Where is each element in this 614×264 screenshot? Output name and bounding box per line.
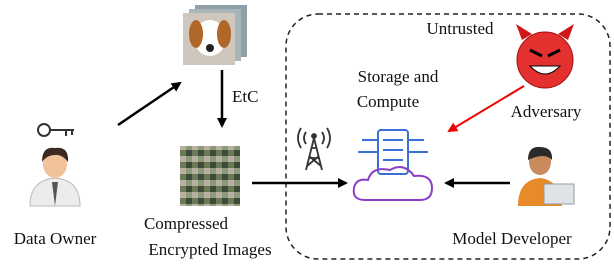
- arrow: [117, 81, 182, 127]
- adversary-icon: [516, 24, 574, 89]
- node-label: Model Developer: [452, 229, 572, 248]
- tower-icon: [297, 127, 331, 171]
- node-label: Compressed: [144, 214, 229, 233]
- plain-image: [183, 5, 247, 65]
- encrypted-image: [180, 146, 240, 206]
- region-label: Untrusted: [426, 19, 494, 38]
- developer-icon: [518, 146, 575, 206]
- key-icon: [37, 123, 74, 137]
- adversary-arrow: [447, 85, 525, 133]
- node-label: Encrypted Images: [148, 240, 271, 259]
- cloud-server-icon: [352, 129, 434, 201]
- node-label: Adversary: [511, 102, 582, 121]
- untrusted-region: [285, 13, 611, 260]
- edge-label: EtC: [232, 87, 258, 106]
- data-owner-icon: [29, 147, 81, 207]
- node-label: Storage and: [358, 67, 439, 86]
- node-label: Compute: [357, 92, 419, 111]
- node-label: Data Owner: [14, 229, 97, 248]
